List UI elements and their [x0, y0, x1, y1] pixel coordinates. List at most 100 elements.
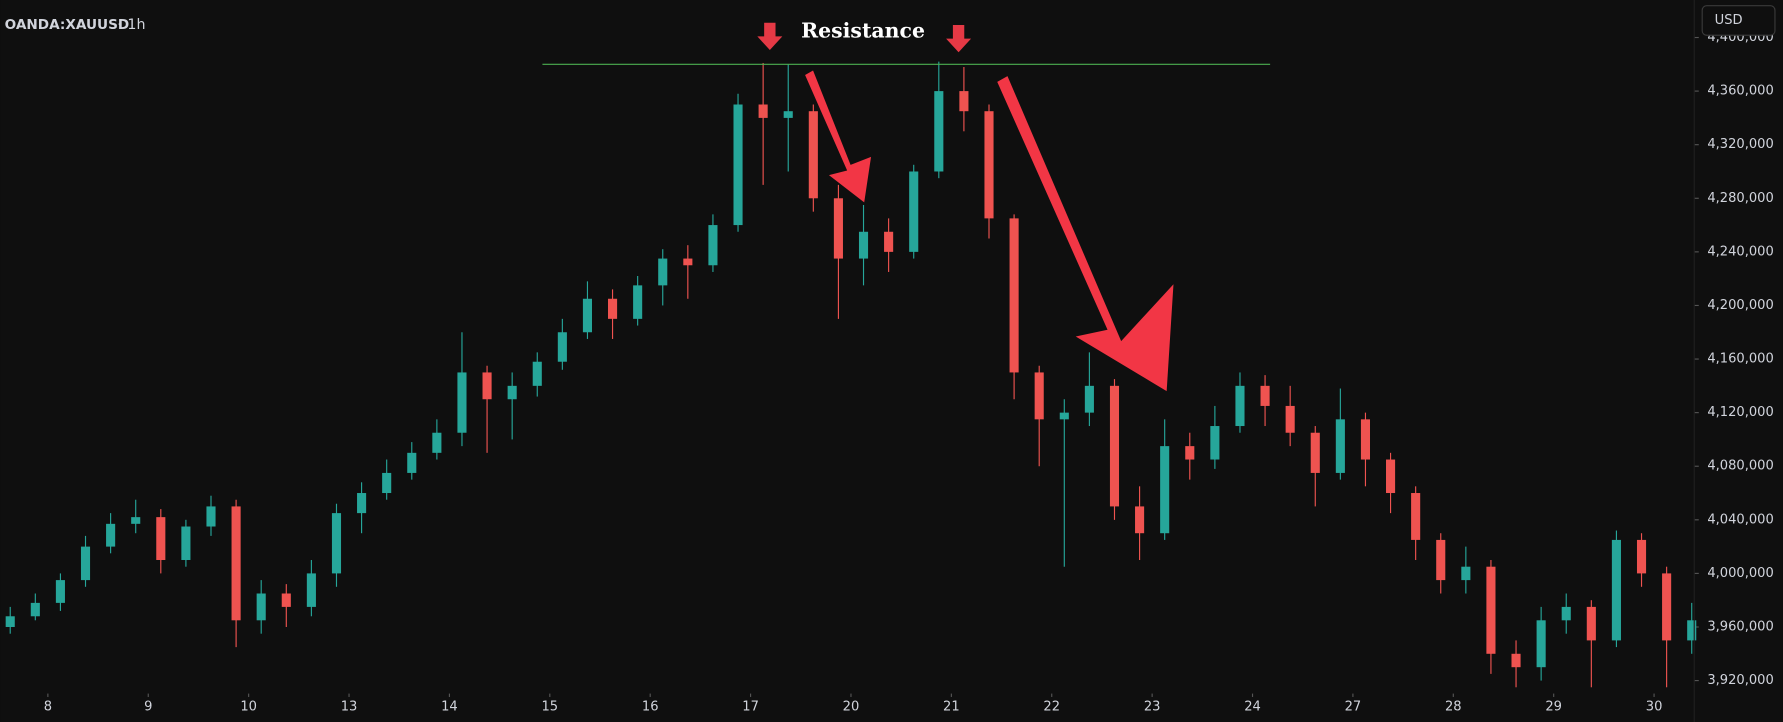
x-tick-label: 27 [1345, 700, 1362, 715]
y-tick-label: 4,200,000 [1707, 298, 1773, 313]
y-tick-label: 4,120,000 [1707, 405, 1773, 420]
candle-body [1335, 419, 1345, 473]
candle-body [131, 517, 141, 524]
candle-body [457, 372, 467, 433]
x-tick-label: 16 [642, 700, 659, 715]
y-tick-label: 4,160,000 [1707, 352, 1773, 367]
candle-body [507, 385, 517, 400]
candle-body [1260, 385, 1270, 406]
candle-body [884, 231, 894, 252]
candle-body [808, 111, 818, 199]
interval: 1h [127, 17, 145, 33]
candle-body [1586, 606, 1596, 641]
y-tick-label: 4,000,000 [1707, 566, 1773, 581]
candle-body [80, 546, 91, 581]
y-tick-label: 4,040,000 [1707, 512, 1773, 527]
symbol: OANDA:XAUUSD [5, 17, 130, 33]
x-tick-label: 14 [441, 700, 458, 715]
candle-body [984, 111, 994, 219]
candle-body [306, 573, 316, 607]
candle-body [1461, 566, 1471, 581]
candle-body [683, 258, 693, 266]
candle-body [532, 361, 542, 386]
candle-body [256, 593, 266, 621]
separator: · [117, 17, 122, 33]
candle-body [1285, 405, 1295, 433]
candle-body [432, 432, 442, 453]
candle-body [1360, 419, 1371, 460]
candle-body [1135, 506, 1145, 534]
candle-body [30, 602, 40, 617]
candle-body [959, 91, 969, 112]
marker-arrow [757, 22, 783, 51]
candle-body [708, 225, 718, 266]
candle-body [1059, 412, 1069, 420]
candle-body [733, 104, 743, 226]
candle-body [5, 616, 15, 627]
candle-body [833, 198, 843, 259]
candle-body [1561, 606, 1571, 621]
candle-body [1386, 459, 1396, 494]
y-tick-label: 4,320,000 [1707, 137, 1773, 152]
x-tick-label: 15 [541, 700, 558, 715]
currency-button[interactable] [1701, 5, 1776, 36]
candle-body [608, 298, 618, 319]
marker-arrow [946, 25, 972, 53]
candle-body [858, 231, 869, 259]
candle-body [1436, 539, 1446, 581]
y-tick-label: 4,080,000 [1707, 459, 1773, 474]
currency[interactable]: USD [1715, 13, 1743, 28]
candle-body [1536, 620, 1546, 668]
candle-body [658, 258, 668, 286]
candle-body [758, 104, 768, 118]
candle-body [1687, 620, 1697, 641]
candle-body [106, 523, 116, 547]
x-tick-label: 21 [943, 700, 960, 715]
candle-body [633, 285, 643, 319]
trend-arrow [997, 76, 1174, 392]
x-tick-label: 23 [1144, 700, 1161, 715]
x-tick-label: 9 [144, 700, 152, 715]
plot-area: 3,920,000 3,960,000 4,000,000 4,040,000 4,08… [5, 30, 1774, 715]
x-tick-label: 24 [1244, 700, 1261, 715]
candle-body [1662, 573, 1672, 641]
y-tick-label: 4,360,000 [1707, 84, 1773, 99]
candle-body [281, 593, 291, 607]
x-tick-label: 28 [1445, 700, 1462, 715]
candle-body [783, 111, 793, 118]
x-tick-label: 30 [1646, 700, 1663, 715]
y-tick-label: 3,920,000 [1707, 673, 1773, 688]
candle-body [331, 513, 342, 574]
x-tick-label: 17 [742, 700, 759, 715]
candle-body [1009, 218, 1019, 373]
x-tick-label: 13 [341, 700, 358, 715]
candle-body [1160, 446, 1170, 534]
candle-body [1210, 426, 1220, 460]
x-tick-label: 8 [44, 700, 52, 715]
y-tick-label: 4,280,000 [1707, 191, 1773, 206]
candle-body [909, 171, 919, 252]
candle-body [1185, 446, 1195, 460]
candle-body [582, 298, 593, 333]
candle-body [1411, 493, 1421, 540]
annotation-label: Resistance [801, 18, 925, 42]
candle-body [934, 91, 944, 172]
x-tick-label: 20 [843, 700, 860, 715]
y-tick-label: 4,240,000 [1707, 244, 1773, 259]
candle-body [1084, 385, 1094, 413]
candle-body [482, 372, 492, 400]
x-tick-label: 22 [1043, 700, 1060, 715]
candle-body [382, 472, 392, 494]
y-tick-label: 3,960,000 [1707, 619, 1773, 634]
candle-body [407, 452, 417, 473]
trend-arrow [805, 70, 872, 203]
candle-body [1310, 432, 1320, 473]
candle-body [1486, 566, 1496, 654]
candle-body [55, 580, 65, 603]
candle-body [1109, 385, 1120, 507]
candle-body [1034, 372, 1044, 420]
candle-body [181, 526, 191, 561]
